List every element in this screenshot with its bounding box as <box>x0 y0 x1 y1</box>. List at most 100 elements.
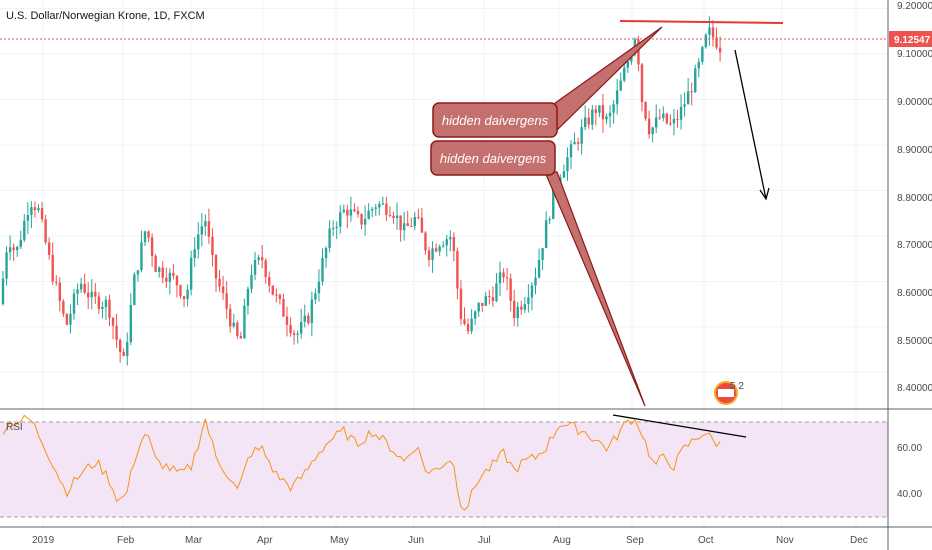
candle-body <box>12 247 15 251</box>
candle-body <box>459 288 463 320</box>
callout-1-box[interactable] <box>432 102 558 138</box>
candle-body <box>221 286 225 294</box>
candle-body <box>647 118 651 135</box>
candle-body <box>356 211 360 215</box>
event-badge[interactable]: 5 2 <box>714 381 744 405</box>
candle-body <box>79 283 83 290</box>
rsi-line <box>2 414 721 511</box>
candle-body <box>679 106 683 120</box>
candle-body <box>623 67 626 81</box>
candle-body <box>552 189 555 219</box>
price-label-870: 8.70000 <box>897 240 932 251</box>
candle-body <box>246 288 250 306</box>
time-axis[interactable]: 2019 Feb Mar Apr May Jun Jul Aug Sep Oct… <box>32 535 868 546</box>
candle-body <box>243 305 246 339</box>
candle-body <box>97 296 101 310</box>
arrow-head-icon <box>759 187 770 201</box>
candle-body <box>669 123 672 125</box>
candle-body <box>484 296 487 306</box>
time-label-may: May <box>330 535 349 546</box>
candle-body <box>498 272 502 284</box>
candle-body <box>172 272 175 276</box>
candle-body <box>307 315 310 324</box>
candle-body <box>168 272 172 282</box>
candle-body <box>424 232 427 251</box>
candle-body <box>5 252 8 279</box>
candle-body <box>701 47 704 62</box>
candle-body <box>509 278 512 301</box>
candle-body <box>321 258 324 282</box>
candle-body <box>683 104 686 107</box>
candle-body <box>129 304 132 343</box>
candle-body <box>314 293 317 300</box>
candle-body <box>94 291 97 297</box>
candle-body <box>694 68 697 93</box>
candle-body <box>516 306 519 319</box>
time-label-oct: Oct <box>698 535 714 546</box>
candle-body <box>718 47 722 53</box>
candle-body <box>655 117 658 128</box>
resistance-line[interactable] <box>619 20 784 24</box>
candle-body <box>608 112 612 117</box>
candle-body <box>118 339 122 352</box>
candle-body <box>711 27 715 38</box>
candle-body <box>69 313 72 325</box>
candle-body <box>51 254 54 282</box>
candle-body <box>339 212 342 227</box>
candle-body <box>417 216 420 218</box>
candle-body <box>363 218 367 225</box>
candle-body <box>289 324 292 334</box>
candle-body <box>26 215 30 221</box>
candle-body <box>111 318 115 326</box>
drawings[interactable]: hidden daivergens hidden daivergens <box>430 20 784 438</box>
candle-body <box>371 208 374 211</box>
candle-body <box>378 203 381 208</box>
candle-body <box>584 117 587 128</box>
candle-body <box>598 105 601 113</box>
candle-body <box>115 325 118 340</box>
candle-body <box>349 209 353 216</box>
callout-1-text: hidden daivergens <box>442 113 549 128</box>
price-label-840: 8.40000 <box>897 383 932 394</box>
candle-body <box>463 319 466 325</box>
candle-body <box>87 292 90 298</box>
candle-body <box>704 34 708 48</box>
candle-body <box>62 301 65 315</box>
candle-body <box>697 61 700 69</box>
candle-body <box>310 299 314 324</box>
candle-body <box>232 322 235 327</box>
candle-body <box>108 299 111 319</box>
candle-body <box>126 342 129 356</box>
candle-body <box>101 307 104 310</box>
candle-body <box>544 220 548 249</box>
candle-body <box>257 257 260 261</box>
candle-body <box>587 117 590 125</box>
callout-2-text: hidden daivergens <box>440 151 547 166</box>
candle-body <box>150 237 154 257</box>
candle-body <box>580 127 583 144</box>
projection-arrow-line[interactable] <box>734 49 767 200</box>
rsi-band <box>0 422 888 517</box>
candle-body <box>658 117 661 119</box>
candle-body <box>317 281 321 294</box>
candle-body <box>573 142 576 145</box>
price-axis[interactable]: 9.20000 9.10000 9.00000 8.90000 8.80000 … <box>889 1 932 394</box>
candle-body <box>562 171 566 178</box>
callout-2-box[interactable] <box>430 140 556 176</box>
candle-body <box>324 247 328 259</box>
candle-body <box>630 54 633 62</box>
candle-body <box>282 299 285 317</box>
candle-body <box>470 318 473 332</box>
candle-body <box>40 208 44 220</box>
rsi-axis[interactable]: 60.00 40.00 <box>897 443 922 500</box>
rsi-pane[interactable]: RSI <box>0 414 888 518</box>
rsi-trendline[interactable] <box>612 414 747 438</box>
candle-body <box>353 209 356 212</box>
rsi-label: RSI <box>6 422 23 433</box>
candle-body <box>481 302 484 306</box>
candle-body <box>672 118 676 124</box>
candle-body <box>523 304 527 310</box>
candle-body <box>189 257 193 290</box>
candle-body <box>420 217 424 233</box>
